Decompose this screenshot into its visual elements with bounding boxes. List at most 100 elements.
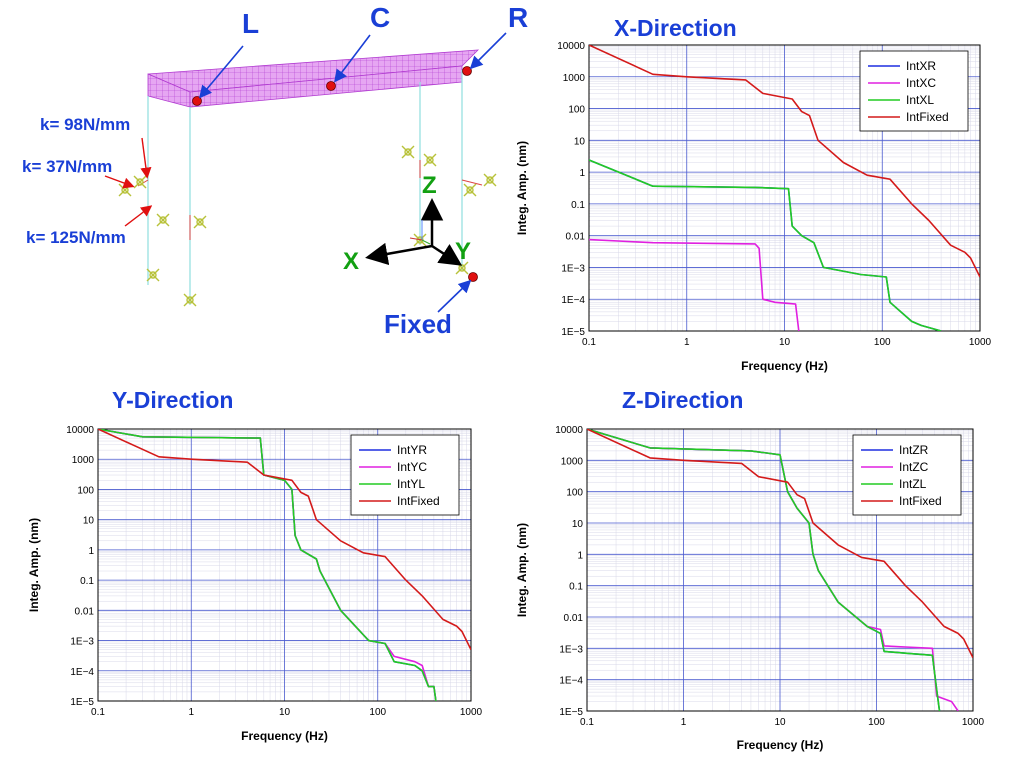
chart-x-ytick-label: 0.1 xyxy=(571,200,585,211)
point-fixed-marker xyxy=(468,272,478,282)
chart-y-xtick-label: 1 xyxy=(188,707,194,718)
chart-x-frame xyxy=(588,44,981,332)
chart-y-series xyxy=(98,429,471,701)
chart-x-ytick-label: 1E−4 xyxy=(561,295,585,306)
chart-z-legend: IntZR IntZC IntZL IntFixed xyxy=(852,434,962,516)
series-line-intfixed xyxy=(587,429,973,659)
chart-z-xlabel: Frequency (Hz) xyxy=(737,738,824,752)
chart-y-ytick-label: 1000 xyxy=(72,455,95,466)
chart-y-xtick-label: 10 xyxy=(279,707,291,718)
chart-z-ytick-label: 0.1 xyxy=(569,582,583,593)
arrow-spring-37 xyxy=(104,175,135,189)
arrow-spring-98 xyxy=(140,137,152,179)
legend-label-intzl: IntZL xyxy=(899,477,927,491)
chart-z-plot: 0.1 1 10 100 1000 10000 1000 100 10 1 0.1 0.01 1E−3 1… xyxy=(515,425,985,752)
chart-y-legend: IntYR IntYC IntYL IntFixed xyxy=(350,434,460,516)
chart-x-ytick-label: 100 xyxy=(568,105,585,116)
arrow-to-fixed xyxy=(437,279,472,313)
point-L-marker xyxy=(192,96,202,106)
chart-x-ytick-label: 10 xyxy=(574,136,586,147)
arrow-to-R xyxy=(469,32,507,70)
chart-y-ytick-label: 1E−3 xyxy=(70,637,94,648)
chart-z-ytick-label: 10000 xyxy=(555,425,583,436)
chart-x-xtick-label: 0.1 xyxy=(582,337,596,348)
chart-x-ylabel: Integ. Amp. (nm) xyxy=(515,141,529,235)
chart-x-ytick-label: 1E−3 xyxy=(561,263,585,274)
chart-y-ytick-label: 1E−5 xyxy=(70,697,94,708)
spring-label-98: k= 98N/mm xyxy=(40,115,131,134)
legend-label-intyr: IntYR xyxy=(397,443,427,457)
chart-y-frame xyxy=(97,428,472,702)
legend-label-intfixed: IntFixed xyxy=(899,494,942,508)
chart-x-legend: IntXR IntXC IntXL IntFixed xyxy=(859,50,969,132)
legend-label-intyl: IntYL xyxy=(397,477,425,491)
chart-y-ytick-label: 10 xyxy=(83,516,95,527)
chart-x-xtick-label: 1 xyxy=(684,337,690,348)
series-line-intxl xyxy=(589,159,942,331)
model-diagram: L C R Fixed k= 98N/mm k= 37N/mm k= 125N/… xyxy=(0,0,540,370)
chart-y-ytick-label: 0.1 xyxy=(80,576,94,587)
chart-z-ytick-label: 1E−5 xyxy=(559,707,583,718)
spring-label-125: k= 125N/mm xyxy=(26,228,126,247)
arrow-to-L xyxy=(198,45,244,99)
point-R-marker xyxy=(462,66,472,76)
chart-x-ytick-label: 0.01 xyxy=(566,232,586,243)
chart-z-frame xyxy=(586,428,974,712)
axis-x-arrow xyxy=(365,242,433,266)
chart-title-z: Z-Direction xyxy=(622,387,744,413)
chart-y-ytick-label: 1 xyxy=(88,546,94,557)
label-L: L xyxy=(242,8,260,39)
chart-z-series xyxy=(587,429,973,711)
chart-y-xtick-label: 1000 xyxy=(460,707,483,718)
arrow-to-C xyxy=(334,34,371,83)
series-line-intxc xyxy=(589,238,800,331)
chart-y-xtick-label: 100 xyxy=(369,707,386,718)
label-C: C xyxy=(370,2,391,33)
chart-x-plot: 0.1 1 10 100 1000 10000 1000 100 10 1 0.1 0.01 1E−3 1… xyxy=(515,41,992,373)
small-triad xyxy=(409,220,431,245)
chart-x-xlabel: Frequency (Hz) xyxy=(741,359,828,373)
chart-x-ytick-label: 10000 xyxy=(557,41,585,52)
chart-z-xtick-label: 100 xyxy=(868,717,885,728)
chart-z-ytick-label: 10 xyxy=(572,519,584,530)
spring-label-37: k= 37N/mm xyxy=(22,157,113,176)
chart-z-ytick-label: 1E−3 xyxy=(559,644,583,655)
legend-label-intfixed: IntFixed xyxy=(397,494,440,508)
legend-label-intzr: IntZR xyxy=(899,443,929,457)
series-line-intfixed xyxy=(98,429,471,651)
chart-z-xtick-label: 1 xyxy=(681,717,687,728)
label-fixed: Fixed xyxy=(384,309,452,339)
chart-z-xtick-label: 10 xyxy=(774,717,786,728)
series-line-intzl xyxy=(587,429,941,711)
chart-z-ytick-label: 1 xyxy=(577,550,583,561)
chart-z-xtick-label: 1000 xyxy=(962,717,985,728)
legend-label-intfixed: IntFixed xyxy=(906,110,949,124)
series-line-intfixed xyxy=(589,45,980,278)
chart-x-ytick-label: 1 xyxy=(579,168,585,179)
chart-x-xtick-label: 100 xyxy=(874,337,891,348)
legend-label-intxr: IntXR xyxy=(906,59,936,73)
legend-label-intxc: IntXC xyxy=(906,76,936,90)
chart-x-series xyxy=(589,45,980,331)
chart-z-ytick-label: 1000 xyxy=(561,456,584,467)
chart-y-ytick-label: 0.01 xyxy=(75,606,95,617)
legend-label-intzc: IntZC xyxy=(899,460,929,474)
chart-x-xtick-label: 10 xyxy=(779,337,791,348)
chart-z-ytick-label: 1E−4 xyxy=(559,676,583,687)
label-R: R xyxy=(508,2,529,33)
axis-label-x: X xyxy=(343,248,360,275)
axis-y-arrow xyxy=(431,244,463,266)
model-drawing xyxy=(104,32,507,313)
axis-label-z: Z xyxy=(422,172,437,199)
chart-z-ytick-label: 100 xyxy=(566,488,583,499)
chart-x-xtick-label: 1000 xyxy=(969,337,992,348)
chart-y-ytick-label: 100 xyxy=(77,485,94,496)
axis-label-y: Y xyxy=(455,238,472,265)
chart-y-ytick-label: 10000 xyxy=(66,425,94,436)
chart-y-ytick-label: 1E−4 xyxy=(70,667,94,678)
legend-label-intyc: IntYC xyxy=(397,460,427,474)
chart-x-ytick-label: 1E−5 xyxy=(561,327,585,338)
arrow-spring-125 xyxy=(124,205,153,227)
chart-y-ylabel: Integ. Amp. (nm) xyxy=(27,518,41,612)
